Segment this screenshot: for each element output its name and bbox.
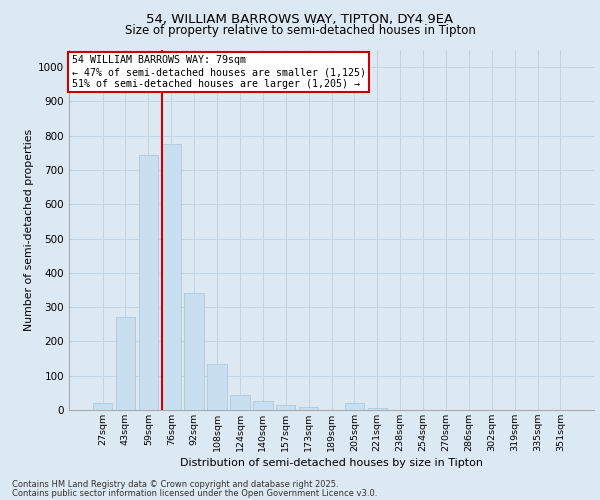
Bar (208, 364, 227, 410)
Text: Size of property relative to semi-detached houses in Tipton: Size of property relative to semi-detach… (125, 24, 475, 37)
Y-axis label: Number of semi-detached properties: Number of semi-detached properties (24, 129, 34, 331)
Text: Contains public sector information licensed under the Open Government Licence v3: Contains public sector information licen… (12, 488, 377, 498)
Bar (299, 408, 319, 410)
Text: 54, WILLIAM BARROWS WAY, TIPTON, DY4 9EA: 54, WILLIAM BARROWS WAY, TIPTON, DY4 9EA (146, 12, 454, 26)
Bar (139, 154, 158, 410)
Bar (368, 408, 387, 410)
Bar (344, 403, 364, 410)
Bar (161, 144, 181, 410)
X-axis label: Distribution of semi-detached houses by size in Tipton: Distribution of semi-detached houses by … (180, 458, 483, 468)
Bar (230, 394, 250, 410)
Text: 54 WILLIAM BARROWS WAY: 79sqm
← 47% of semi-detached houses are smaller (1,125)
: 54 WILLIAM BARROWS WAY: 79sqm ← 47% of s… (71, 56, 365, 88)
Bar (276, 405, 295, 410)
Bar (253, 402, 272, 410)
Text: Contains HM Land Registry data © Crown copyright and database right 2025.: Contains HM Land Registry data © Crown c… (12, 480, 338, 489)
Bar (93, 403, 112, 410)
Bar (116, 318, 135, 410)
Bar (184, 294, 204, 410)
